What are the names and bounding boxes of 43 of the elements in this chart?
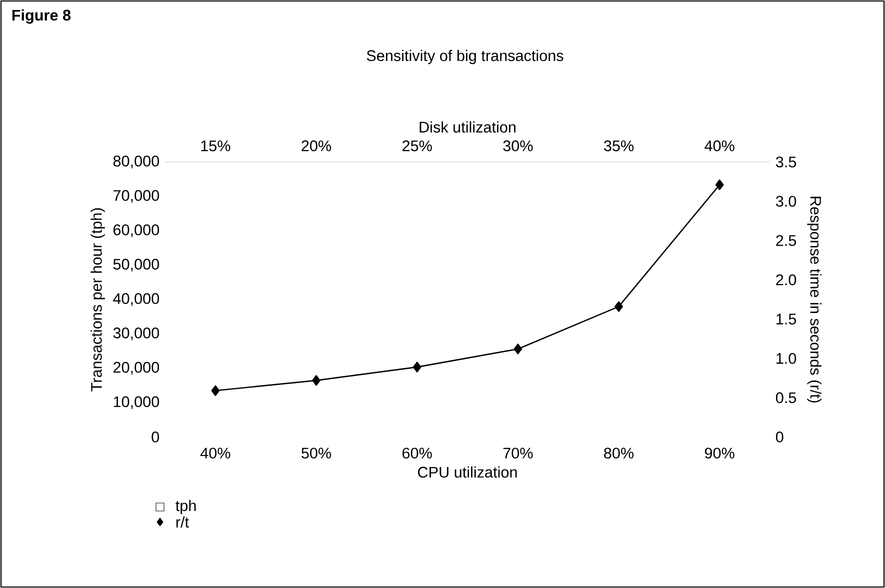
y-tick-label: 70,000 xyxy=(114,190,160,203)
y-tick-label: 80,000 xyxy=(113,156,160,168)
y-tick-label: 60,000 xyxy=(114,224,160,238)
y2-tick-label: 3.5 xyxy=(776,156,796,168)
x2-tick-label: 25% xyxy=(402,140,432,152)
y2-tick-label: 0.5 xyxy=(776,392,796,404)
y-axis-title: Transactions per hour (tph) xyxy=(90,208,105,392)
x2-axis-title: Disk utilization xyxy=(420,121,516,133)
point xyxy=(211,385,220,396)
y-tick-label: 50,000 xyxy=(113,258,160,272)
x-tick-label: 90% xyxy=(704,448,734,459)
x2-tick-label: 15% xyxy=(201,140,230,152)
text: Figure 8 xyxy=(12,9,71,24)
x-axis-title: CPU utilization xyxy=(418,466,517,478)
y2-tick-label: 1.5 xyxy=(776,314,796,324)
y-tick-label: 20,000 xyxy=(114,362,160,375)
y2-tick-label: 3.0 xyxy=(776,196,796,207)
y2-tick-label: 2.0 xyxy=(776,274,796,286)
legend-label: tph xyxy=(176,500,196,514)
chart-subtitle: Sensitivity of big transactions xyxy=(366,50,564,64)
y-tick-label: 0 xyxy=(152,432,160,442)
y2-axis-title: Response time in seconds (r/t) xyxy=(807,196,822,402)
point xyxy=(715,179,724,190)
x-tick-label: 50% xyxy=(302,448,332,459)
legend-label: r/t xyxy=(176,516,189,528)
point xyxy=(614,301,623,312)
x-tick-label: 40% xyxy=(200,448,230,459)
y-tick-label: 40,000 xyxy=(113,293,160,306)
x2-tick-label: 30% xyxy=(503,140,533,152)
x2-tick-label: 20% xyxy=(302,140,332,152)
x-tick-label: 80% xyxy=(604,448,634,459)
y-tick-label: 10,000 xyxy=(114,396,160,409)
x2-tick-label: 40% xyxy=(704,140,734,152)
point xyxy=(514,344,522,354)
point xyxy=(412,362,422,372)
x-tick-label: 70% xyxy=(503,448,533,459)
x2-tick-label: 35% xyxy=(604,140,634,152)
y2-tick-label: 0 xyxy=(776,432,784,442)
y2-tick-label: 1.0 xyxy=(776,352,796,364)
point xyxy=(312,375,320,386)
y2-tick-label: 2.5 xyxy=(776,235,796,246)
y-tick-label: 30,000 xyxy=(113,328,160,340)
x-tick-label: 60% xyxy=(402,448,432,459)
